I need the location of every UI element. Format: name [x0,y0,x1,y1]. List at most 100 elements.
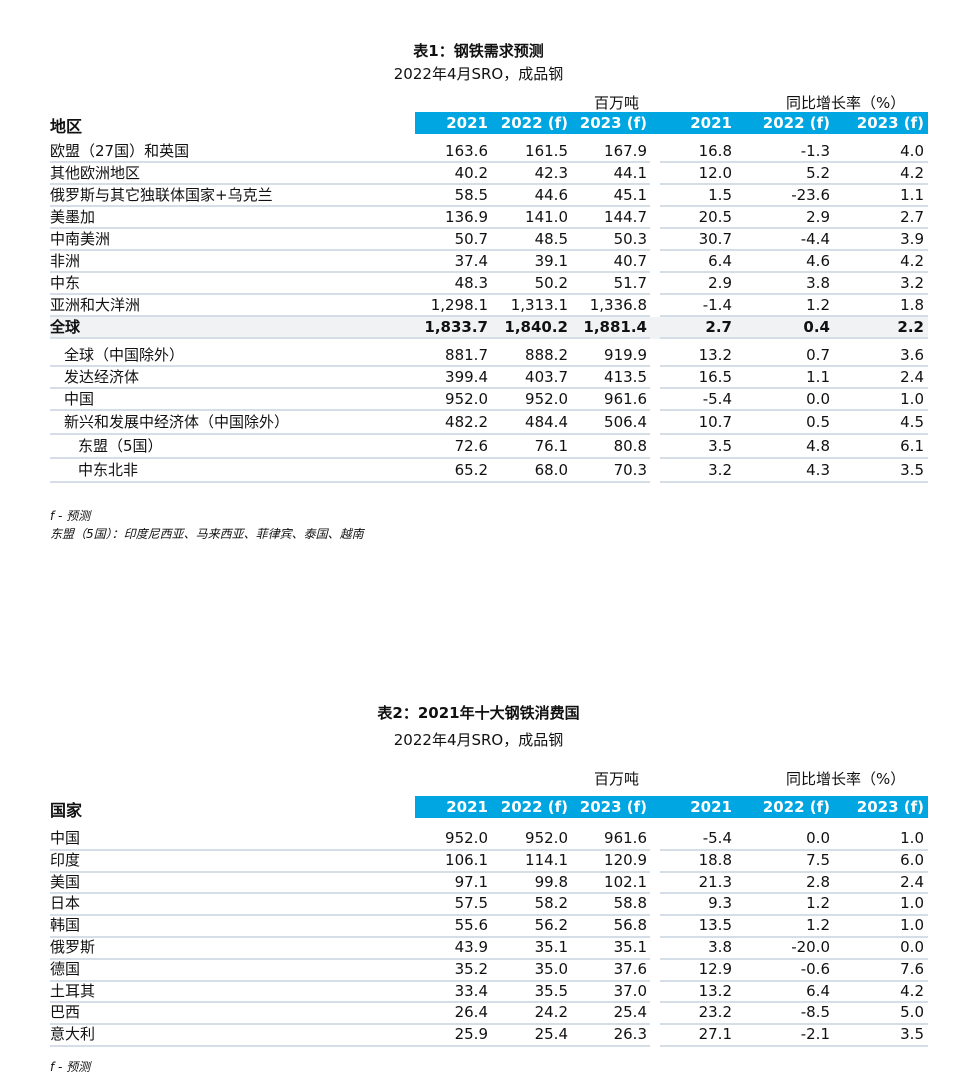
cell-value: 51.7 [613,274,647,292]
cell-value: 30.7 [698,230,732,248]
row-divider [660,1001,928,1004]
row-divider [660,271,928,273]
cell-value: 4.2 [900,164,924,182]
row-divider [50,848,650,851]
row-divider [660,337,928,339]
cell-value: 2.4 [900,368,924,386]
cell-value: 4.2 [900,981,924,1000]
table-row: 俄罗斯 43.9 35.1 35.1 3.8 -20.0 0.0 [50,938,928,960]
cell-value: 6.0 [900,850,924,869]
row-label: 东盟（5国） [78,437,163,455]
table-row-total: 全球 1,833.7 1,840.2 1,881.4 2.7 0.4 2.2 [50,317,928,339]
cell-value: 21.3 [698,872,732,891]
row-label: 全球（中国除外） [64,346,185,364]
cell-value: 1.8 [900,296,924,314]
row-divider [50,457,650,459]
cell-value: 0.0 [806,390,830,408]
row-label: 中国 [64,390,95,408]
cell-value: 25.4 [534,1025,568,1044]
table2-subtitle: 2022年4月SRO，成品钢 [393,731,564,749]
table1-footnote-1: f - 预测 [50,509,91,523]
cell-value: 13.5 [698,916,732,935]
table-row: 中南美洲 50.7 48.5 50.3 30.7 -4.4 3.9 [50,229,928,251]
cell-value: 50.2 [534,274,568,292]
cell-value: 12.9 [698,959,732,978]
cell-value: 56.2 [534,916,568,935]
cell-value: 3.2 [708,461,732,479]
cell-value: 114.1 [525,850,568,869]
table2-column-header: 2021 2022 (f) 2023 (f) 2021 2022 (f) 2023 (f) [415,796,928,818]
table1-subtitle: 2022年4月SRO，成品钢 [393,65,564,83]
cell-value: 97.1 [454,872,488,891]
cell-value: 163.6 [445,142,488,160]
row-divider [50,293,650,295]
row-divider [50,365,650,367]
cell-value: 12.0 [698,164,732,182]
cell-value: 3.6 [900,346,924,364]
cell-value: 3.8 [708,938,732,956]
table-row: 俄罗斯与其它独联体国家+乌克兰 58.5 44.6 45.1 1.5 -23.6 1.1 [50,185,928,207]
table2-unit-left: 百万吨 [594,770,640,788]
row-divider [660,848,928,851]
cell-value: 48.3 [454,274,488,292]
cell-value: 37.0 [613,981,647,1000]
cell-value: 1,336.8 [589,296,647,314]
cell-value: 35.5 [534,981,568,1000]
cell-value: -4.4 [800,230,830,248]
row-divider [660,365,928,367]
row-label: 中国 [50,829,81,847]
cell-value: -20.0 [791,938,830,956]
cell-value: 888.2 [525,346,568,364]
row-label: 其他欧洲地区 [50,164,141,182]
row-divider [660,409,928,411]
cell-value: 44.6 [534,186,568,204]
row-divider [50,935,650,938]
table-row: 亚洲和大洋洲 1,298.1 1,313.1 1,336.8 -1.4 1.2 1.8 [50,295,928,317]
cell-value: 13.2 [698,346,732,364]
cell-value: 50.3 [613,230,647,248]
cell-value: 1.0 [900,894,924,913]
cell-value: 1,313.1 [510,296,568,314]
cell-value: 1.5 [708,186,732,204]
row-label: 中东 [50,274,81,292]
cell-value: 37.4 [454,252,488,270]
cell-value: 44.1 [613,164,647,182]
cell-value: 0.0 [900,938,924,956]
cell-value: 57.5 [454,894,488,913]
cell-value: 106.1 [445,850,488,869]
cell-value: 43.9 [454,938,488,956]
column-header-2: 2023 (f) [579,114,647,132]
table-row: 美墨加 136.9 141.0 144.7 20.5 2.9 2.7 [50,207,928,229]
cell-value: 2.7 [705,318,732,336]
row-divider [660,979,928,982]
row-label: 韩国 [50,916,81,935]
row-divider [50,957,650,960]
column-header-5: 2023 (f) [856,114,924,132]
cell-value: 37.6 [613,959,647,978]
cell-value: 6.1 [900,437,924,455]
cell-value: 4.0 [900,142,924,160]
row-label: 新兴和发展中经济体（中国除外） [64,413,290,431]
row-label: 日本 [50,894,81,913]
cell-value: 403.7 [525,368,568,386]
cell-value: 161.5 [525,142,568,160]
cell-value: 484.4 [525,413,568,431]
cell-value: 26.3 [613,1025,647,1044]
cell-value: 952.0 [445,829,488,847]
cell-value: -8.5 [800,1003,830,1022]
cell-value: 18.8 [698,850,732,869]
cell-value: 80.8 [613,437,647,455]
column-header-2: 2023 (f) [579,798,647,816]
cell-value: 919.9 [604,346,647,364]
cell-value: -0.6 [800,959,830,978]
cell-value: 26.4 [454,1003,488,1022]
row-divider [50,914,650,917]
row-divider [660,935,928,938]
cell-value: 45.1 [613,186,647,204]
cell-value: 1,833.7 [424,318,488,336]
cell-value: 961.6 [604,390,647,408]
cell-value: 50.7 [454,230,488,248]
cell-value: 167.9 [604,142,647,160]
table-row: 欧盟（27国）和英国 163.6 161.5 167.9 16.8 -1.3 4.0 [50,141,928,163]
cell-value: 9.3 [708,894,732,913]
